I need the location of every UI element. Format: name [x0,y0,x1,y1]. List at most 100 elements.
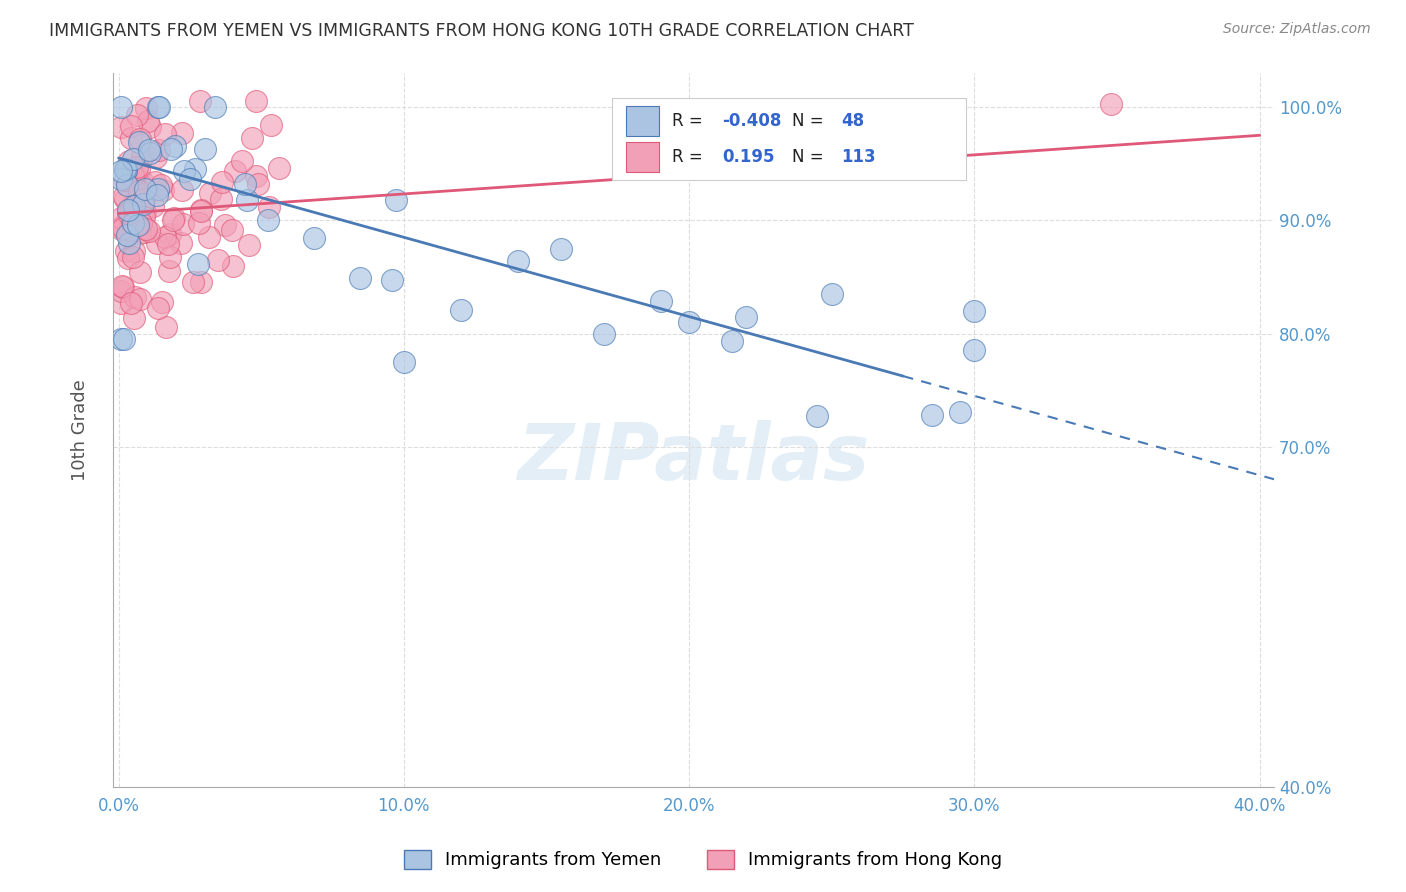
Point [146,100,169,114]
Point [115,178,138,192]
Point [963,304,986,318]
Point [132,210,155,224]
Point [110,164,132,178]
Point [148,143,170,157]
Point [127,108,149,122]
Point [125,211,148,226]
Point [120,119,142,133]
Point [127,193,149,207]
Point [114,163,136,178]
Point [129,226,152,240]
Point [160,142,183,156]
Point [721,334,744,349]
Point [120,131,142,145]
Point [124,244,146,258]
Text: Source: ZipAtlas.com: Source: ZipAtlas.com [1223,22,1371,37]
Point [184,161,207,176]
Y-axis label: 10th Grade: 10th Grade [72,379,89,481]
Point [238,237,260,252]
Point [143,175,166,189]
Point [136,114,159,128]
Point [117,251,139,265]
Point [121,215,143,229]
Point [163,211,186,226]
Point [128,292,150,306]
Point [190,203,212,218]
Point [149,178,172,192]
Point [146,235,169,250]
Point [231,153,253,168]
Point [131,205,153,219]
Point [135,222,157,236]
Text: 0.195: 0.195 [723,148,775,166]
Point [131,216,153,230]
Point [806,409,828,423]
Point [122,199,145,213]
Point [735,310,758,324]
Point [118,153,141,168]
Point [122,216,145,230]
Point [349,270,371,285]
Point [170,183,193,197]
Point [155,319,177,334]
Point [129,265,152,279]
Point [111,279,134,293]
Point [214,218,236,232]
Point [115,244,138,258]
Point [678,315,700,329]
Point [114,163,136,178]
Point [207,253,229,268]
Point [190,275,212,289]
Point [163,138,186,153]
Point [128,184,150,198]
FancyBboxPatch shape [626,106,658,136]
Point [131,174,153,188]
Point [245,169,267,183]
Point [122,152,145,166]
Point [110,222,132,236]
Point [304,231,326,245]
Point [124,289,146,303]
Point [156,237,179,252]
Point [114,192,136,206]
Point [236,193,259,207]
Text: -0.408: -0.408 [723,112,782,130]
Point [112,332,135,346]
Point [187,257,209,271]
Point [134,181,156,195]
Point [949,405,972,419]
Point [128,162,150,177]
Point [260,118,283,132]
Text: N =: N = [792,148,830,166]
Point [506,253,529,268]
Point [122,250,145,264]
Point [209,192,232,206]
Point [381,272,404,286]
Point [162,212,184,227]
Point [179,171,201,186]
Point [128,131,150,145]
Point [187,216,209,230]
Text: R =: R = [672,112,709,130]
Point [110,171,132,186]
Point [132,226,155,240]
Point [110,332,132,346]
FancyBboxPatch shape [612,98,966,180]
Point [120,218,142,232]
Point [173,164,195,178]
Point [450,303,472,318]
FancyBboxPatch shape [626,142,658,172]
Point [117,203,139,218]
Point [148,100,170,114]
Text: N =: N = [792,112,830,130]
Point [128,199,150,213]
Point [150,295,173,310]
Point [152,183,174,197]
Point [127,218,149,232]
Point [170,235,193,250]
Point [650,294,672,309]
Point [146,187,169,202]
Point [138,144,160,158]
Point [247,177,270,191]
Point [112,189,135,203]
